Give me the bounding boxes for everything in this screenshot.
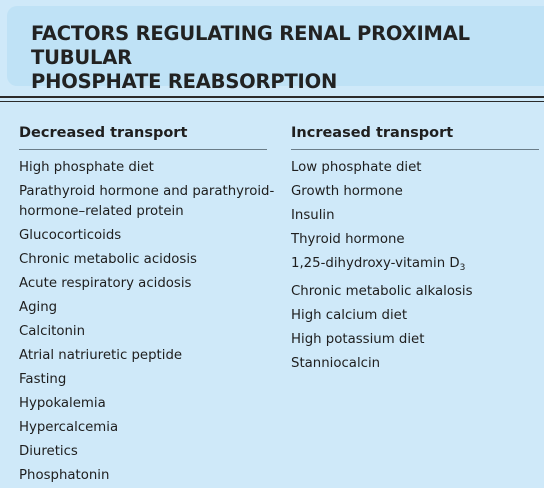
- list-item: High phosphate diet: [19, 160, 154, 175]
- list-item: Low phosphate diet: [291, 160, 422, 175]
- vitamin-d-subscript: 3: [459, 263, 466, 273]
- list-item: Glucocorticoids: [19, 228, 122, 243]
- decreased-transport-header: Decreased transport: [19, 125, 188, 141]
- title-panel: [7, 6, 544, 86]
- list-item: Thyroid hormone: [291, 232, 405, 247]
- list-item: Atrial natriuretic peptide: [19, 348, 183, 363]
- list-item-line: hormone–related protein: [19, 204, 184, 219]
- increased-transport-list: Low phosphate diet Growth hormone Insuli…: [291, 156, 541, 376]
- list-item-line: Parathyroid hormone and parathyroid-: [19, 184, 275, 199]
- right-header-rule: [291, 149, 539, 150]
- list-item: Phosphatonin: [19, 468, 110, 483]
- title-line-2: PHOSPHATE REABSORPTION: [31, 70, 338, 93]
- left-header-rule: [19, 149, 267, 150]
- increased-transport-header: Increased transport: [291, 125, 454, 141]
- list-item: Hypokalemia: [19, 396, 106, 411]
- vitamin-d-name: 1,25-dihydroxy-vitamin D: [291, 256, 460, 271]
- table-title: FACTORS REGULATING RENAL PROXIMAL TUBULA…: [31, 22, 541, 94]
- list-item: 1,25-dihydroxy-vitamin D3: [291, 252, 541, 280]
- list-item: Calcitonin: [19, 324, 86, 339]
- list-item: High potassium diet: [291, 332, 425, 347]
- list-item: Insulin: [291, 208, 335, 223]
- list-item: Aging: [19, 300, 58, 315]
- list-item: Chronic metabolic acidosis: [19, 252, 197, 267]
- list-item: Stanniocalcin: [291, 356, 381, 371]
- decreased-transport-list: High phosphate diet Parathyroid hormone …: [19, 156, 281, 488]
- list-item: Diuretics: [19, 444, 78, 459]
- top-rule-thin: [0, 101, 544, 102]
- top-rule-thick: [0, 96, 544, 98]
- list-item: High calcium diet: [291, 308, 408, 323]
- list-item: Chronic metabolic alkalosis: [291, 284, 473, 299]
- list-item: Growth hormone: [291, 184, 403, 199]
- list-item: Parathyroid hormone and parathyroid- hor…: [19, 180, 281, 224]
- title-line-1: FACTORS REGULATING RENAL PROXIMAL TUBULA…: [31, 22, 470, 69]
- list-item: Hypercalcemia: [19, 420, 119, 435]
- list-item: Fasting: [19, 372, 67, 387]
- list-item: Acute respiratory acidosis: [19, 276, 192, 291]
